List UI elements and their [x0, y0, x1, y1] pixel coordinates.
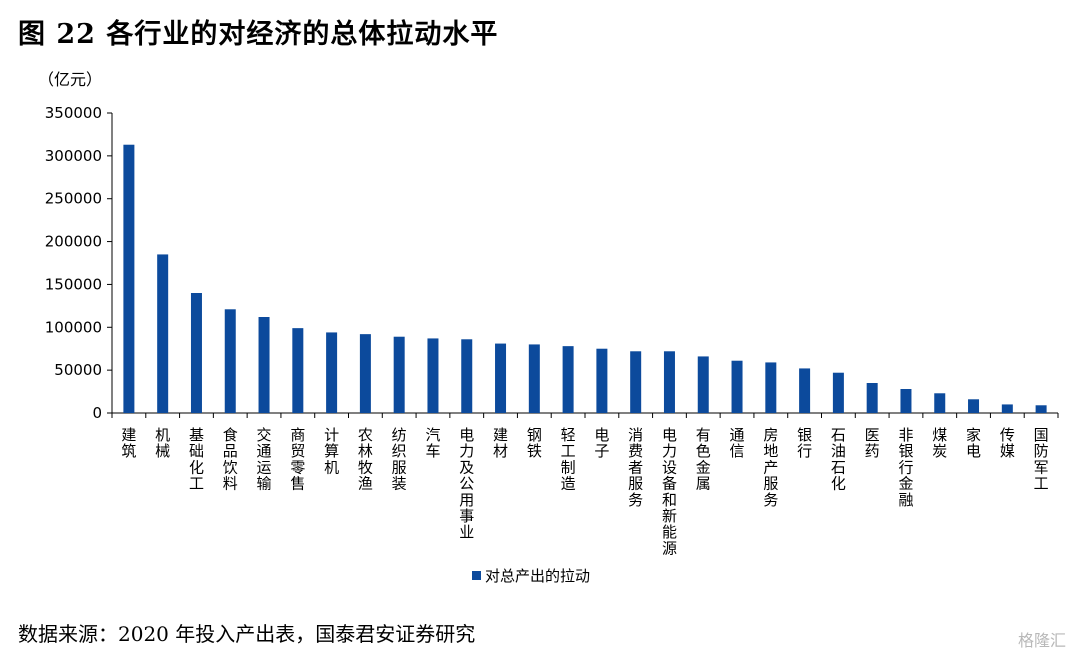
- figure-title: 图 22 各行业的对经济的总体拉动水平: [18, 19, 499, 50]
- x-tick-label: 电子: [594, 426, 609, 460]
- bar: [157, 254, 169, 413]
- x-tick-label: 交通运输: [257, 426, 272, 493]
- y-tick-label: 150000: [45, 275, 102, 293]
- y-tick-label: 350000: [45, 104, 102, 122]
- bar: [190, 293, 202, 413]
- x-tick-label: 消费者服务: [628, 426, 643, 509]
- x-tick-label: 机械: [155, 426, 170, 460]
- x-tick-label: 建材: [493, 426, 508, 460]
- x-tick-label: 医药: [865, 426, 880, 460]
- bar: [427, 338, 439, 413]
- x-tick-label: 银行: [797, 426, 812, 460]
- x-tick-label: 房地产服务: [763, 426, 778, 509]
- watermark: 格隆汇: [1017, 631, 1066, 650]
- x-tick-label: 汽车: [425, 426, 440, 460]
- bar: [630, 351, 642, 413]
- bar: [1035, 405, 1047, 413]
- bar: [123, 144, 135, 413]
- y-axis: 0 50000 100000 150000 200000 250000 300000 3500…: [45, 104, 113, 422]
- bar: [224, 309, 236, 413]
- bar: [1001, 404, 1013, 413]
- y-tick-label: 0: [92, 404, 102, 422]
- x-tick-label: 非银行金融: [898, 426, 913, 509]
- x-tick-label: 石油石化: [831, 426, 846, 493]
- x-tick-label: 纺织服装: [392, 426, 407, 493]
- bar: [528, 344, 540, 413]
- bar: [866, 383, 878, 413]
- x-tick-label: 商贸零售: [290, 426, 305, 493]
- x-tick-label: 有色金属: [696, 426, 711, 493]
- x-tick-label: 电力设备和新能源: [662, 426, 677, 557]
- bars: [123, 144, 1047, 413]
- x-tick-label: 通信: [730, 426, 745, 460]
- y-tick-label: 200000: [45, 233, 102, 251]
- bar: [765, 362, 777, 413]
- x-tick-label: 钢铁: [527, 426, 542, 460]
- x-tick-label: 食品饮料: [223, 426, 238, 493]
- bar: [697, 356, 709, 413]
- bar: [934, 393, 946, 413]
- bar-chart: 0 50000 100000 150000 200000 250000 300000 3500…: [45, 104, 1059, 585]
- bar: [495, 343, 507, 413]
- x-tick-label: 农林牧渔: [358, 426, 373, 493]
- legend: 对总产出的拉动: [472, 567, 590, 585]
- bar: [832, 372, 844, 413]
- x-tick-label: 建筑: [121, 426, 136, 460]
- bar: [461, 339, 473, 413]
- y-tick-label: 300000: [45, 147, 102, 165]
- legend-swatch: [472, 571, 481, 580]
- bar: [292, 328, 304, 413]
- y-tick-label: 50000: [54, 361, 102, 379]
- bar: [968, 399, 980, 413]
- x-axis: [111, 412, 1059, 418]
- x-tick-label: 基础化工: [189, 426, 204, 493]
- bar: [900, 389, 912, 413]
- x-tick-label: 计算机: [324, 426, 339, 476]
- y-tick-label: 100000: [45, 318, 102, 336]
- x-tick-label: 国防军工: [1034, 426, 1049, 493]
- x-tick-label: 传媒: [1000, 426, 1015, 460]
- x-tick-label: 电力及公用事业: [459, 426, 474, 541]
- bar: [359, 334, 371, 413]
- bar: [663, 351, 675, 413]
- bar: [393, 336, 405, 413]
- x-tick-label: 煤炭: [932, 426, 947, 460]
- x-tick-label: 家电: [966, 426, 981, 460]
- y-tick-label: 250000: [45, 190, 102, 208]
- bar: [731, 360, 743, 413]
- source-note: 数据来源：2020 年投入产出表，国泰君安证券研究: [18, 622, 476, 646]
- bar: [562, 346, 574, 413]
- legend-label: 对总产出的拉动: [485, 567, 590, 585]
- bar: [596, 348, 608, 413]
- bar: [326, 332, 338, 413]
- bar: [258, 317, 270, 413]
- y-axis-unit-label: （亿元）: [38, 70, 103, 89]
- x-tick-label: 轻工制造: [561, 426, 576, 493]
- bar: [799, 368, 811, 413]
